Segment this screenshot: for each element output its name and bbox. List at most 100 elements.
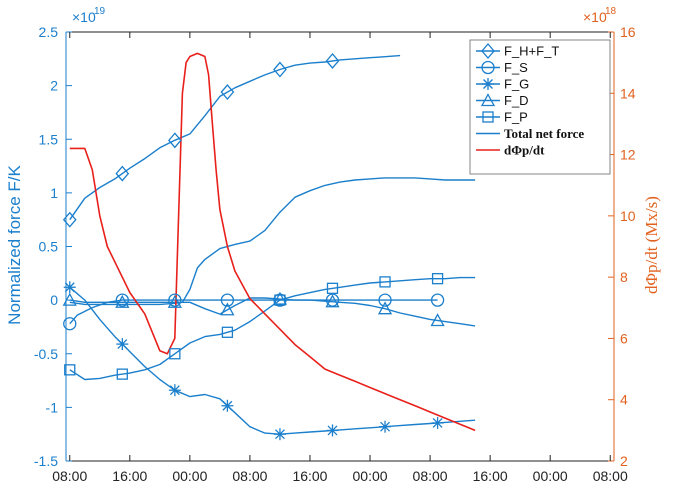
asterisk-stroke: [432, 417, 443, 428]
y-right-tick-label: 6: [620, 330, 628, 346]
asterisk-stroke: [64, 282, 75, 293]
x-tick-label: 00:00: [533, 468, 568, 484]
legend-label: dΦp/dt: [504, 143, 545, 158]
marker-f-h-f-t: [62, 211, 77, 228]
x-tick-label: 00:00: [172, 468, 207, 484]
asterisk-stroke: [327, 425, 338, 436]
marker-f-g: [326, 424, 339, 437]
series-line-f-p: [69, 276, 476, 381]
x-tick-label: 08:00: [413, 468, 448, 484]
axes-group: [65, 31, 615, 462]
asterisk-stroke: [169, 385, 180, 396]
marker-f-p: [379, 276, 391, 288]
left-exponent-power: 19: [94, 6, 106, 17]
legend-marker: [481, 60, 495, 75]
y-axis-right-label: dΦp/dt (Mx/s): [642, 196, 661, 294]
y-right-tick-label: 10: [620, 208, 636, 224]
legend-marker: [482, 111, 494, 123]
x-tick-label: 16:00: [292, 468, 327, 484]
y-axis-left-label: Normalized force F/K: [5, 165, 24, 325]
x-tick-label: 16:00: [473, 468, 508, 484]
marker-f-s: [220, 293, 235, 307]
right-exponent: ×10 18: [583, 6, 617, 25]
marker-f-p: [169, 348, 181, 360]
x-tick-label: 16:00: [112, 468, 147, 484]
marker-f-h-f-t: [273, 61, 287, 78]
series-line-d-p-dt: [69, 52, 476, 432]
marker-f-h-f-t: [325, 52, 340, 69]
marker-f-p: [431, 273, 444, 285]
y-left-tick-label: -1: [46, 399, 59, 415]
asterisk-stroke: [117, 339, 128, 350]
asterisk-stroke: [222, 400, 233, 411]
asterisk-stroke: [380, 421, 391, 432]
left-exponent-base: ×10: [72, 9, 96, 25]
legend-label: F_G: [504, 77, 529, 92]
right-exponent-base: ×10: [583, 9, 607, 25]
marker-f-p: [274, 294, 286, 306]
marker-f-d: [377, 301, 393, 315]
marker-f-d: [62, 292, 77, 306]
y-left-tick-label: 2.5: [39, 24, 59, 40]
left-exponent: ×10 19: [72, 6, 106, 25]
marker-f-d: [325, 294, 340, 308]
series-line-total-net-force: [69, 177, 476, 306]
marker-f-s: [378, 293, 392, 307]
marker-f-p: [116, 368, 128, 380]
marker-f-p: [64, 364, 76, 376]
legend-marker: [482, 78, 494, 90]
y-right-tick-label: 4: [620, 392, 628, 408]
y-right-tick-label: 16: [620, 24, 636, 40]
legend-label: F_S: [504, 60, 528, 75]
y-axis-right-label-text: dΦp/dt (Mx/s): [642, 196, 661, 294]
legend-marker: [480, 93, 496, 107]
marker-f-d: [430, 313, 445, 327]
y-right-tick-label: 14: [620, 85, 636, 101]
legend-box: [469, 39, 611, 175]
legend-label: Total net force: [504, 126, 584, 141]
y-left-tick-label: 2: [50, 78, 58, 94]
markers-group: [62, 52, 445, 441]
marker-f-h-f-t: [167, 132, 182, 149]
legend-marker: [481, 43, 495, 59]
marker-f-h-f-t: [115, 165, 130, 182]
asterisk-stroke: [483, 79, 493, 89]
marker-f-g: [273, 428, 286, 441]
series-line-f-g: [69, 286, 476, 435]
marker-f-g: [116, 338, 129, 351]
x-tick-label: 00:00: [353, 468, 388, 484]
y-left-tick-label: -0.5: [34, 346, 58, 362]
marker-f-d: [115, 294, 130, 308]
marker-f-g: [168, 384, 181, 397]
tick-labels-group: -1.5 -1 -0.5 0 0.5 1 1.5 2 2.5 2 4 6 8 10 12 14 16 08:00 1…: [34, 24, 636, 484]
marker-f-g: [431, 416, 444, 429]
x-tick-label: 08:00: [52, 468, 87, 484]
y-left-tick-label: -1.5: [34, 453, 58, 469]
marker-f-d: [220, 302, 235, 316]
marker-f-g: [379, 420, 392, 433]
legend-label: F_P: [504, 110, 528, 125]
marker-f-s: [168, 293, 182, 307]
series-group: [69, 52, 476, 435]
series-line-f-h-f-t: [69, 54, 401, 221]
marker-f-s: [63, 317, 77, 331]
y-left-tick-label: 0.5: [39, 239, 59, 255]
marker-f-d: [272, 291, 288, 305]
legend-label: F_D: [504, 93, 529, 108]
marker-f-g: [63, 281, 76, 294]
marker-f-d: [167, 294, 182, 308]
y-left-tick-label: 1: [50, 185, 58, 201]
series-line-f-s: [69, 299, 438, 325]
marker-f-p: [326, 282, 339, 294]
y-left-tick-label: 1.5: [39, 131, 59, 147]
marker-f-g: [221, 399, 234, 412]
legend-label: F_H+F_T: [504, 44, 559, 59]
asterisk-stroke: [274, 429, 285, 440]
x-tick-label: 08:00: [232, 468, 267, 484]
marker-f-s: [115, 293, 129, 307]
marker-f-s: [430, 293, 445, 307]
marker-f-h-f-t: [220, 84, 235, 101]
